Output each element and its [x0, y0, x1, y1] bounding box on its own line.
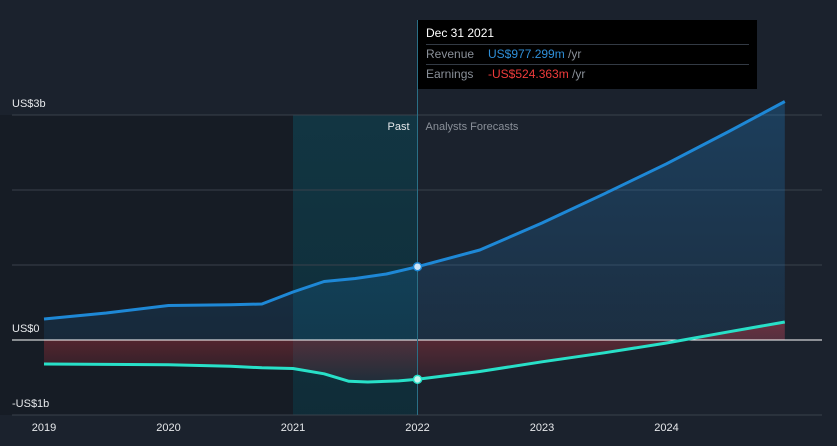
tooltip-revenue-value: US$977.299m [488, 47, 565, 61]
y-tick-label: US$0 [12, 323, 40, 335]
forecast-label: Analysts Forecasts [426, 121, 519, 133]
past-label: Past [387, 121, 409, 133]
tooltip-revenue-row: Revenue US$977.299m /yr [426, 44, 749, 64]
tooltip-date: Dec 31 2021 [426, 26, 495, 40]
x-tick-label: 2021 [281, 422, 305, 434]
earnings-area [44, 322, 785, 382]
x-tick-label: 2022 [405, 422, 429, 434]
earnings-line [43, 320, 786, 384]
tooltip-earnings-row: Earnings -US$524.363m /yr [426, 64, 749, 84]
tooltip-earnings-label: Earnings [426, 67, 474, 81]
tooltip-revenue-unit: /yr [564, 47, 582, 61]
x-tick-label: 2019 [32, 422, 56, 434]
y-tick-label: -US$1b [12, 398, 49, 410]
earnings-marker [412, 374, 423, 385]
tooltip-earnings-value: -US$524.363m [488, 67, 569, 81]
revenue-area [44, 101, 785, 340]
tooltip: Dec 31 2021 Revenue US$977.299m /yr Earni… [418, 20, 757, 89]
x-tick-label: 2024 [654, 422, 678, 434]
revenue-line [43, 100, 786, 321]
x-tick-label: 2020 [156, 422, 180, 434]
x-tick-label: 2023 [530, 422, 554, 434]
y-tick-label: US$3b [12, 98, 46, 110]
tooltip-revenue-label: Revenue [426, 47, 475, 61]
tooltip-earnings-unit: /yr [568, 67, 586, 81]
revenue-marker [412, 261, 423, 272]
